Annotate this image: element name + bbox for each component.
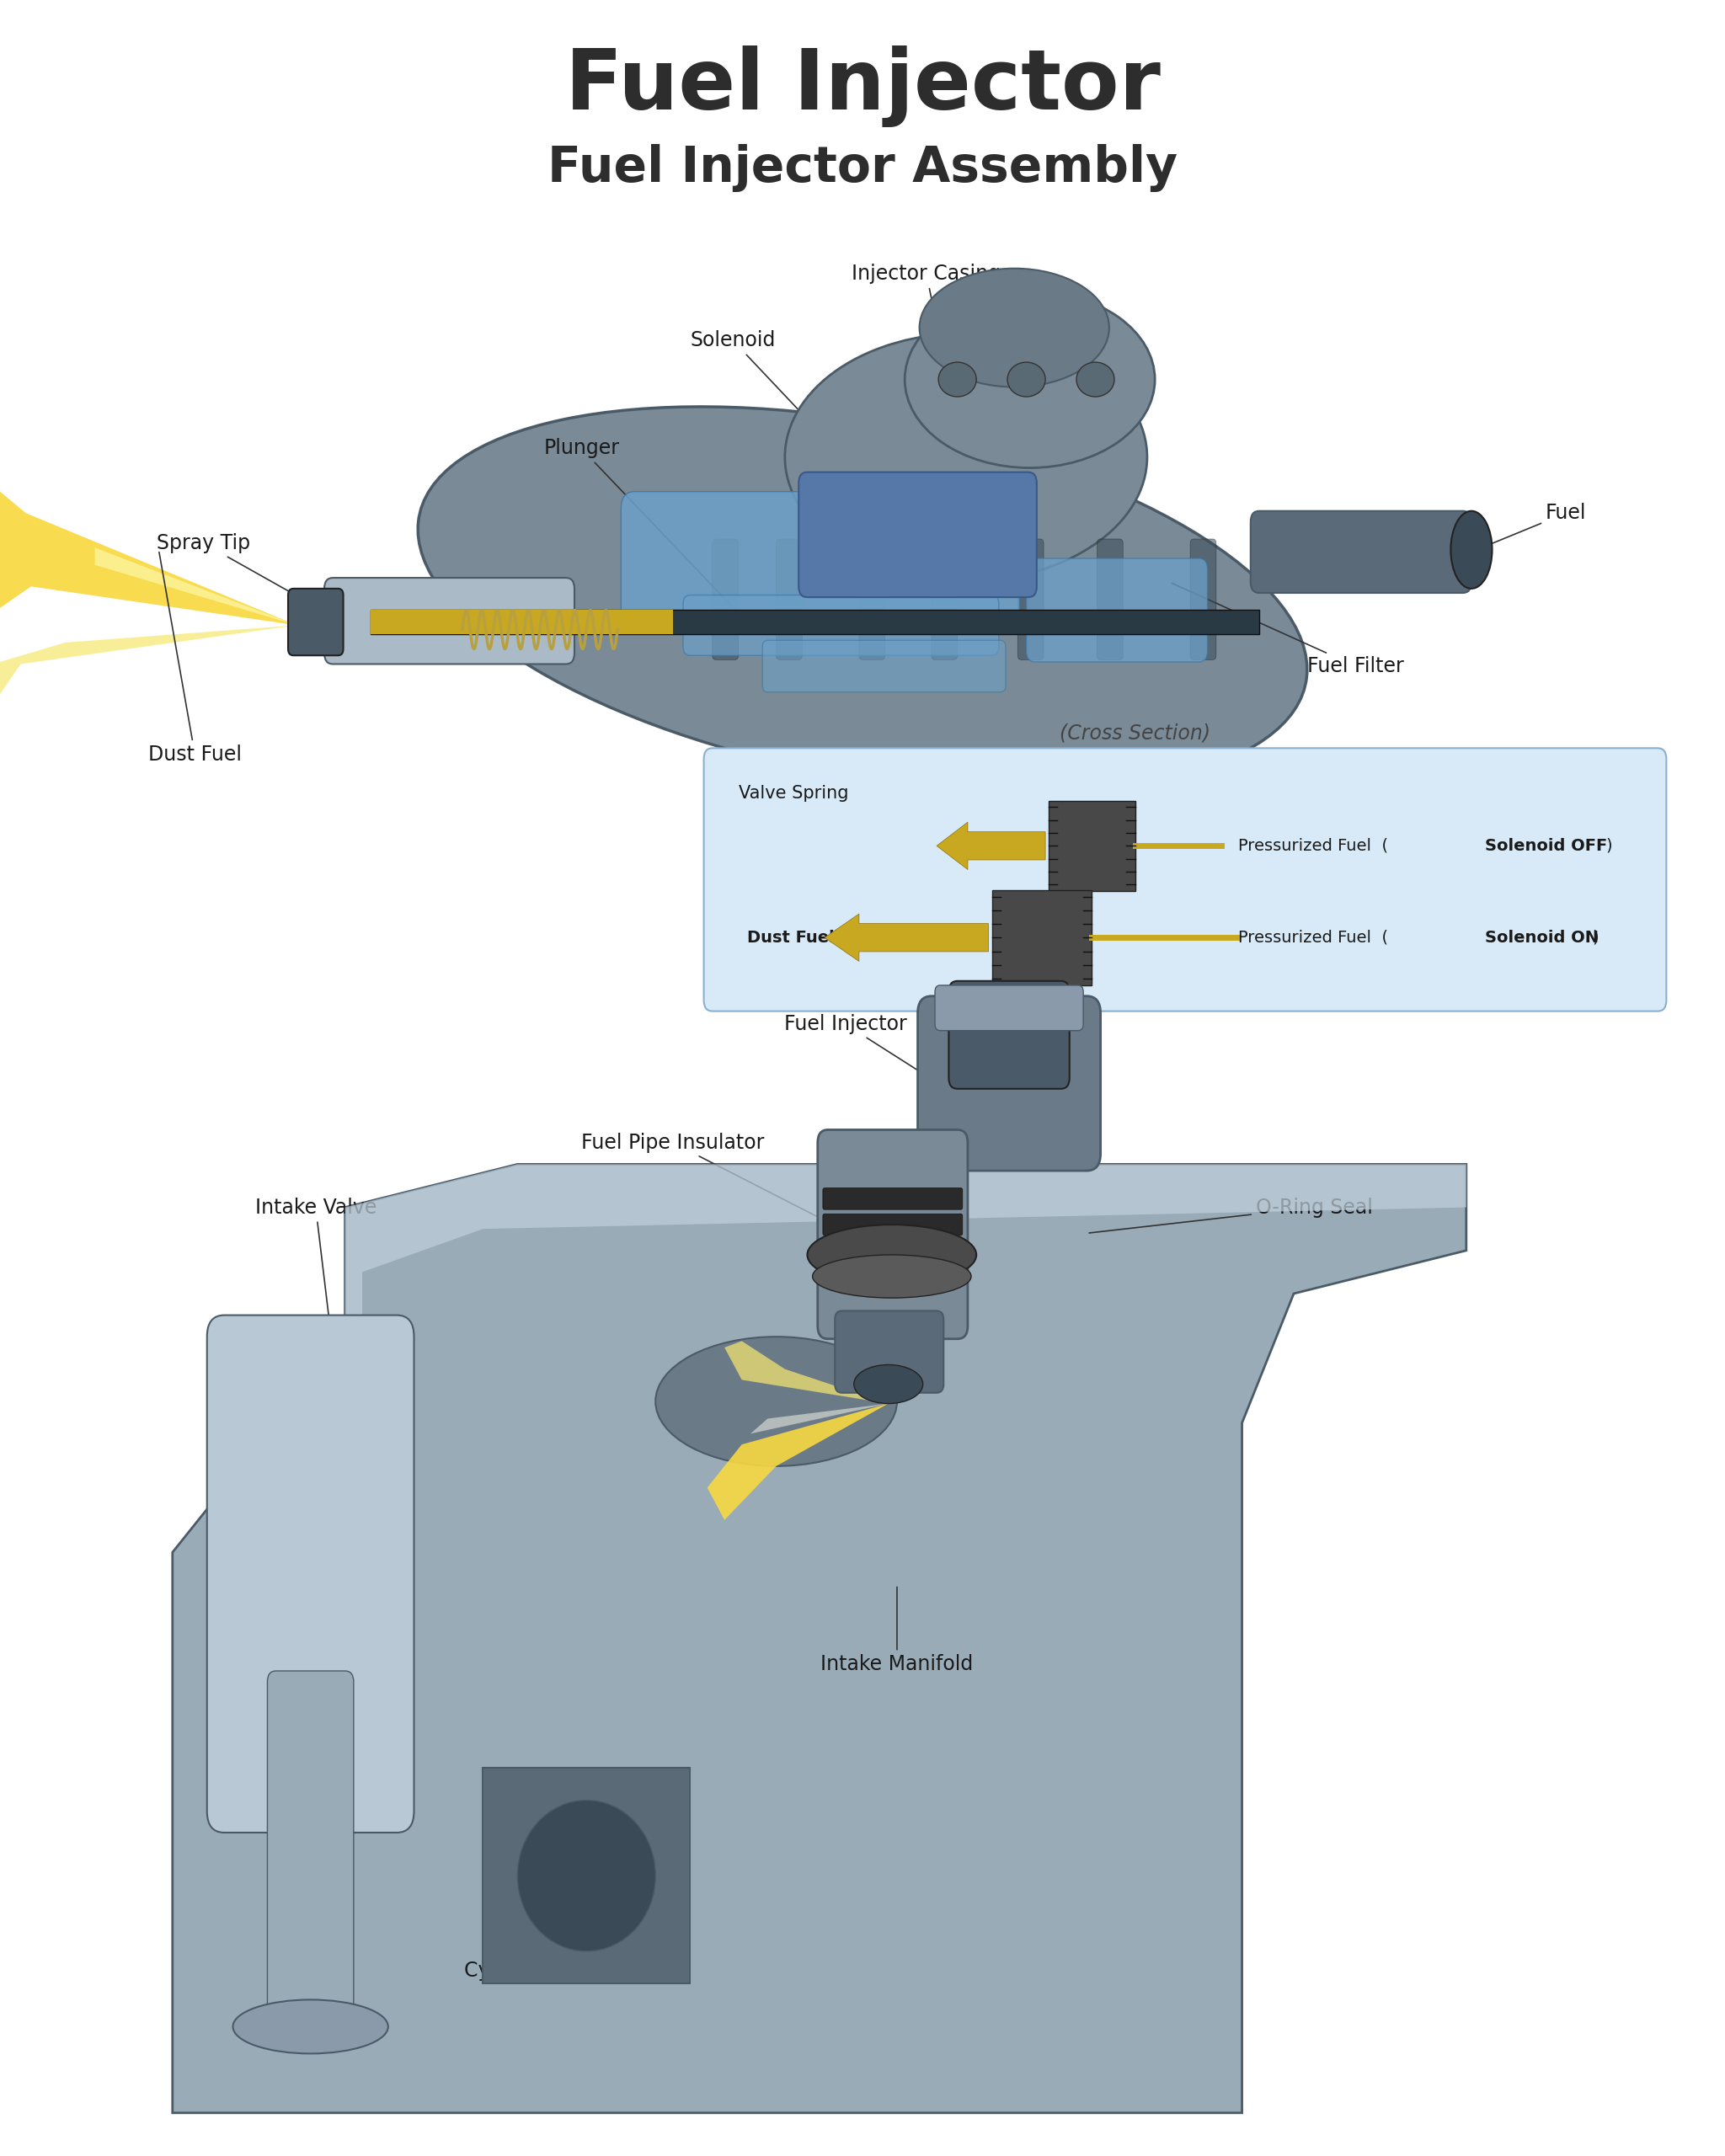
FancyBboxPatch shape	[1018, 539, 1044, 660]
FancyBboxPatch shape	[712, 539, 738, 660]
Text: Fuel: Fuel	[1478, 502, 1587, 550]
FancyBboxPatch shape	[935, 985, 1083, 1031]
Text: Intake Valve: Intake Valve	[255, 1197, 376, 1378]
Polygon shape	[0, 625, 297, 694]
Ellipse shape	[812, 1255, 971, 1298]
FancyArrow shape	[937, 821, 1045, 869]
Text: O-Ring Seal: O-Ring Seal	[1088, 1197, 1373, 1233]
Text: Plunger: Plunger	[543, 438, 740, 614]
Ellipse shape	[1076, 362, 1114, 397]
Ellipse shape	[233, 2001, 388, 2053]
FancyBboxPatch shape	[683, 595, 999, 655]
Text: Pressurized Fuel  (: Pressurized Fuel (	[1239, 929, 1389, 946]
Ellipse shape	[1451, 511, 1492, 589]
FancyBboxPatch shape	[762, 640, 1006, 692]
FancyBboxPatch shape	[823, 1240, 963, 1261]
Text: Pressurized Fuel  (: Pressurized Fuel (	[1239, 839, 1389, 854]
Ellipse shape	[417, 407, 1308, 791]
FancyBboxPatch shape	[823, 1188, 963, 1210]
Polygon shape	[707, 1404, 888, 1520]
FancyBboxPatch shape	[1026, 558, 1208, 662]
FancyBboxPatch shape	[324, 578, 574, 664]
Ellipse shape	[904, 291, 1156, 468]
Ellipse shape	[656, 1337, 897, 1466]
Polygon shape	[750, 1404, 888, 1434]
FancyBboxPatch shape	[1097, 539, 1123, 660]
Polygon shape	[172, 1164, 1466, 2113]
Polygon shape	[95, 548, 297, 625]
FancyBboxPatch shape	[823, 1214, 963, 1235]
FancyArrow shape	[825, 914, 988, 962]
Bar	[483, 1768, 690, 1984]
FancyBboxPatch shape	[621, 492, 1019, 625]
FancyBboxPatch shape	[918, 996, 1101, 1171]
Ellipse shape	[518, 1800, 656, 1951]
FancyBboxPatch shape	[1049, 800, 1135, 890]
FancyBboxPatch shape	[1251, 511, 1471, 593]
Text: Fuel Pipe Insulator: Fuel Pipe Insulator	[581, 1132, 890, 1255]
FancyBboxPatch shape	[1190, 539, 1216, 660]
Text: Solenoid ON: Solenoid ON	[1485, 929, 1599, 946]
Ellipse shape	[919, 267, 1109, 388]
Polygon shape	[724, 1341, 888, 1404]
Text: Dust Fuel: Dust Fuel	[747, 929, 835, 946]
FancyBboxPatch shape	[835, 1311, 944, 1393]
Text: ): )	[1592, 929, 1599, 946]
Ellipse shape	[938, 362, 976, 397]
Text: Solenoid OFF: Solenoid OFF	[1485, 839, 1608, 854]
Text: Fuel Injector Assembly: Fuel Injector Assembly	[547, 144, 1178, 192]
FancyBboxPatch shape	[818, 1130, 968, 1339]
Text: Fuel Injector Rail: Fuel Injector Rail	[849, 946, 1014, 1015]
Text: Spray Tip: Spray Tip	[157, 533, 340, 619]
Text: Fuel Injector: Fuel Injector	[564, 45, 1161, 127]
Text: Fuel Filter: Fuel Filter	[1171, 582, 1404, 677]
Ellipse shape	[785, 332, 1147, 580]
Ellipse shape	[854, 1365, 923, 1404]
FancyBboxPatch shape	[949, 981, 1070, 1089]
Text: ): )	[1606, 839, 1613, 854]
FancyBboxPatch shape	[288, 589, 343, 655]
Text: Injector Casing: Injector Casing	[852, 263, 1000, 446]
FancyBboxPatch shape	[776, 539, 802, 660]
FancyBboxPatch shape	[704, 748, 1666, 1011]
FancyBboxPatch shape	[799, 472, 1037, 597]
Text: Fuel Injector: Fuel Injector	[783, 1013, 938, 1082]
FancyBboxPatch shape	[371, 610, 1259, 634]
FancyBboxPatch shape	[859, 539, 885, 660]
Polygon shape	[345, 1164, 1466, 1337]
Text: Intake Manifold: Intake Manifold	[821, 1587, 973, 1675]
FancyBboxPatch shape	[992, 890, 1092, 985]
Ellipse shape	[1007, 362, 1045, 397]
Text: Valve Spring: Valve Spring	[738, 785, 849, 802]
FancyBboxPatch shape	[267, 1671, 354, 2037]
Polygon shape	[0, 492, 297, 625]
FancyBboxPatch shape	[207, 1315, 414, 1833]
Text: Dust Fuel: Dust Fuel	[148, 552, 242, 765]
Text: Cylinder Head: Cylinder Head	[464, 1904, 605, 1981]
Text: Solenoid: Solenoid	[690, 330, 878, 494]
FancyBboxPatch shape	[932, 539, 957, 660]
Ellipse shape	[807, 1225, 976, 1285]
FancyBboxPatch shape	[371, 610, 673, 634]
Text: (Cross Section): (Cross Section)	[1059, 722, 1211, 744]
